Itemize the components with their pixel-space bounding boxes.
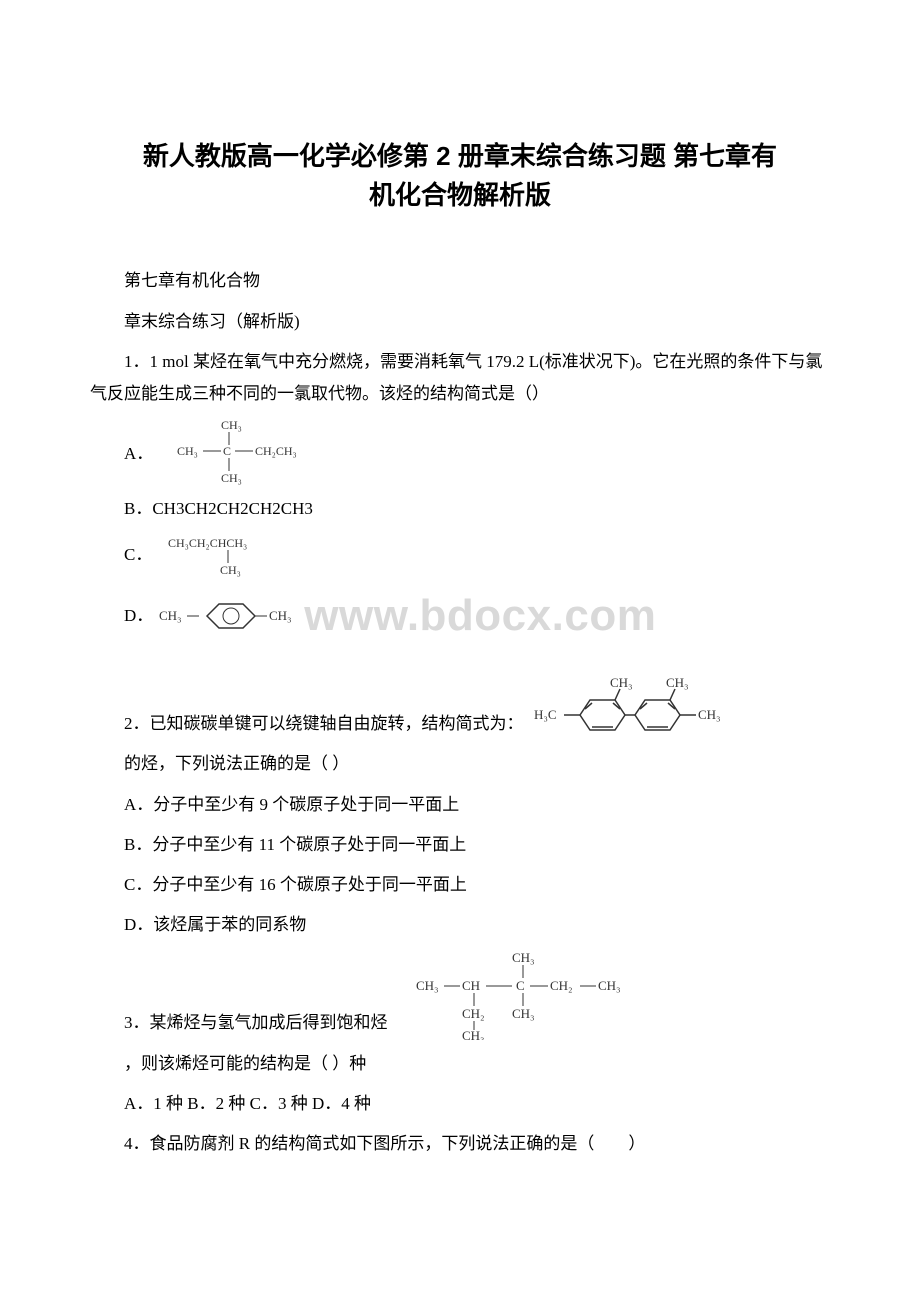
svg-text:CH₃: CH₃	[512, 1006, 535, 1021]
q3-lead: 3．某烯烃与氢气加成后得到饱和烃	[90, 1007, 388, 1039]
svg-text:CH₂: CH₂	[462, 1006, 485, 1021]
q2-option-c: C．分子中至少有 16 个碳原子处于同一平面上	[90, 869, 830, 901]
svg-text:CH₃: CH₃	[698, 707, 721, 722]
q1-c-letter: C．	[124, 541, 152, 568]
title-line-2: 机化合物解析版	[369, 180, 551, 210]
svg-text:CH: CH	[462, 978, 480, 993]
q2-lead: 2．已知碳碳单键可以绕键轴自由旋转，结构简式为：	[90, 708, 524, 740]
document-page: 新人教版高一化学必修第 2 册章末综合练习题 第七章有 机化合物解析版 第七章有…	[0, 0, 920, 1229]
svg-text:CH₂: CH₂	[550, 978, 573, 993]
q3-tail: ，则该烯烃可能的结构是（ ）种	[90, 1048, 830, 1080]
chapter-heading: 第七章有机化合物	[90, 265, 830, 297]
title-line-1: 新人教版高一化学必修第 2 册章末综合练习题 第七章有	[143, 141, 777, 171]
q1-d-letter: D．	[124, 602, 153, 629]
watermark-text: www.bdocx.com	[304, 581, 656, 651]
q2-tail: 的烃，下列说法正确的是（ ）	[90, 748, 830, 780]
svg-text:H₃C: H₃C	[534, 707, 557, 722]
q3-structure-icon: CH₃ CH₃ CH C CH₂ CH₃ CH₂ CH₃ CH₃	[396, 950, 626, 1040]
q1-c-structure-icon: CH₃CH₂CHCH₃ CH₃	[158, 533, 298, 577]
q4-text: 4．食品防腐剂 R 的结构简式如下图所示，下列说法正确的是（ ）	[90, 1128, 830, 1160]
q2-option-b: B．分子中至少有 11 个碳原子处于同一平面上	[90, 829, 830, 861]
svg-text:CH₃: CH₃	[221, 419, 242, 432]
svg-text:CH₃: CH₃	[462, 1028, 485, 1040]
svg-text:CH₃: CH₃	[159, 608, 182, 623]
q2-option-a: A．分子中至少有 9 个碳原子处于同一平面上	[90, 789, 830, 821]
q1-option-d: D． CH₃ CH₃ www.bdocx.com	[124, 581, 830, 651]
subtitle: 章末综合练习（解析版)	[90, 306, 830, 338]
svg-text:CH₃: CH₃	[269, 608, 292, 623]
svg-text:CH₃: CH₃	[416, 978, 439, 993]
spacer	[90, 655, 830, 675]
q1-text: 1．1 mol 某烃在氧气中充分燃烧，需要消耗氧气 179.2 L(标准状况下)…	[90, 346, 830, 411]
q3-options: A．1 种 B．2 种 C．3 种 D．4 种	[90, 1088, 830, 1120]
svg-text:CH₂CH₃: CH₂CH₃	[255, 444, 297, 458]
q2-structure-icon: H₃C CH₃ CH₃ CH₃	[530, 675, 730, 740]
svg-text:CH₃: CH₃	[177, 444, 198, 458]
svg-text:CH₃: CH₃	[512, 950, 535, 965]
page-title: 新人教版高一化学必修第 2 册章末综合练习题 第七章有 机化合物解析版	[90, 137, 830, 215]
q3-stem-row: 3．某烯烃与氢气加成后得到饱和烃 CH₃ CH₃ CH C CH₂ CH₃ CH…	[90, 950, 830, 1040]
svg-text:CH₃: CH₃	[598, 978, 621, 993]
svg-text:CH₃: CH₃	[610, 675, 633, 690]
q1-option-c: C． CH₃CH₂CHCH₃ CH₃	[124, 533, 830, 577]
q1-option-a: A． CH₃ CH₃ C CH₂CH₃ CH₃	[124, 419, 830, 489]
svg-text:CH₃CH₂CHCH₃: CH₃CH₂CHCH₃	[168, 536, 247, 550]
q1-a-letter: A．	[124, 440, 153, 467]
q2-option-d: D．该烃属于苯的同系物	[90, 909, 830, 941]
q1-option-b: B．CH3CH2CH2CH2CH3	[90, 493, 830, 525]
svg-text:C: C	[223, 444, 231, 458]
q2-stem-row: 2．已知碳碳单键可以绕键轴自由旋转，结构简式为：	[90, 675, 830, 740]
svg-text:CH₃: CH₃	[666, 675, 689, 690]
svg-text:C: C	[516, 978, 525, 993]
q1-a-structure-icon: CH₃ CH₃ C CH₂CH₃ CH₃	[159, 419, 309, 489]
svg-text:CH₃: CH₃	[221, 471, 242, 485]
svg-text:CH₃: CH₃	[220, 563, 241, 577]
q1-d-structure-icon: CH₃ CH₃	[159, 599, 314, 633]
